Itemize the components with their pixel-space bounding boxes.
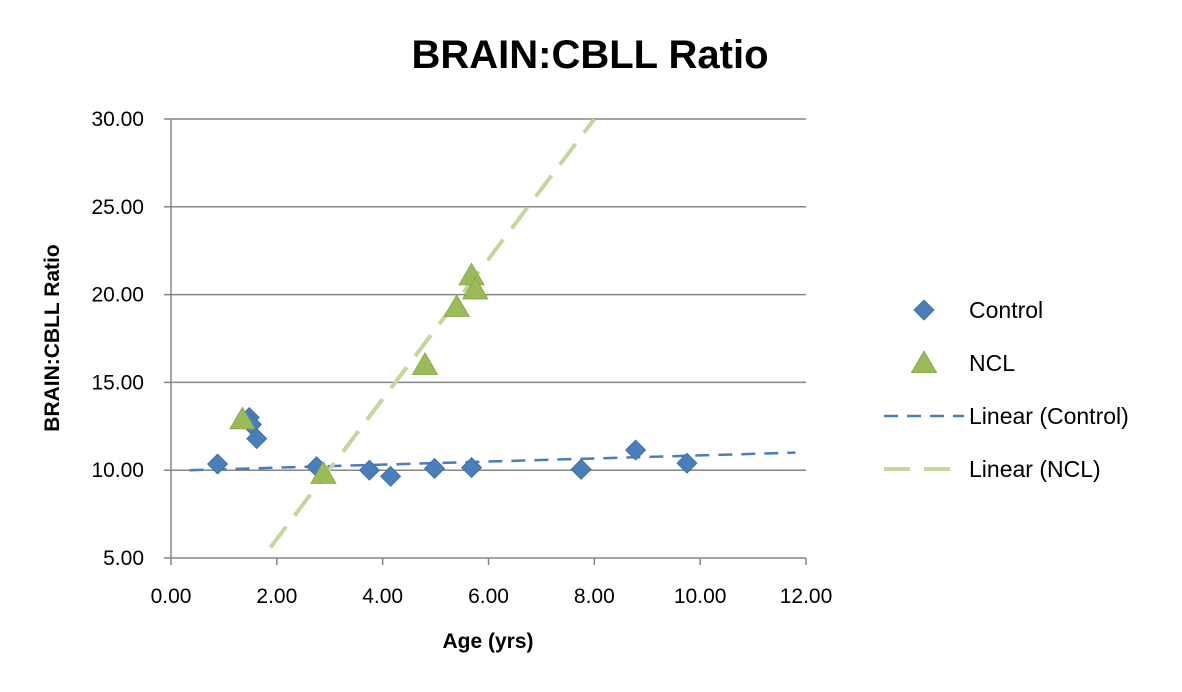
x-tick-label: 10.00 [674,585,727,608]
legend-label: Control [969,297,1043,323]
point-ncl [458,262,485,286]
legend-marker-control [913,299,935,321]
y-tick-label: 5.00 [103,547,144,570]
legend-marker-ncl [910,350,938,374]
point-control [380,465,402,487]
y-tick-label: 15.00 [91,371,144,394]
x-tick-label: 0.00 [151,585,192,608]
point-control [207,453,229,475]
point-control [358,459,381,481]
axes [164,118,807,565]
point-ncl [461,276,489,300]
x-tick-label: 6.00 [468,585,509,608]
x-tick-label: 2.00 [256,585,297,608]
legend-label: Linear (NCL) [969,456,1101,482]
data-points [207,262,698,487]
legend-label: NCL [969,350,1015,376]
point-ncl [443,294,471,317]
point-ncl [411,352,439,375]
point-control [676,452,698,474]
y-tick-label: 10.00 [91,459,144,482]
trendlines [189,119,796,549]
x-tick-label: 8.00 [574,585,615,608]
y-tick-label: 20.00 [91,284,144,307]
legend: Control NCL Linear (Control) Linear (NCL) [884,297,1129,482]
x-axis-title: Age (yrs) [442,630,533,653]
trendline-control [189,451,796,472]
point-control [246,428,268,450]
point-control [423,457,446,480]
point-ncl [310,460,337,484]
point-control [461,457,483,479]
point-control [570,458,592,480]
y-tick-label: 30.00 [91,108,144,131]
point-ncl [229,406,256,430]
x-tick-label: 4.00 [362,585,403,608]
x-tick-label: 12.00 [780,585,833,608]
y-axis-title: BRAIN:CBLL Ratio [41,244,64,431]
legend-label: Linear (Control) [969,403,1129,429]
grid-lines [171,118,806,471]
y-tick-labels: 5.00 10.00 15.00 20.00 25.00 30.00 [91,108,144,570]
y-tick-label: 25.00 [91,196,144,219]
point-control [625,439,647,461]
x-tick-labels: 0.00 2.00 4.00 6.00 8.00 10.00 12.00 [151,585,833,608]
chart-title: BRAIN:CBLL Ratio [411,33,768,77]
